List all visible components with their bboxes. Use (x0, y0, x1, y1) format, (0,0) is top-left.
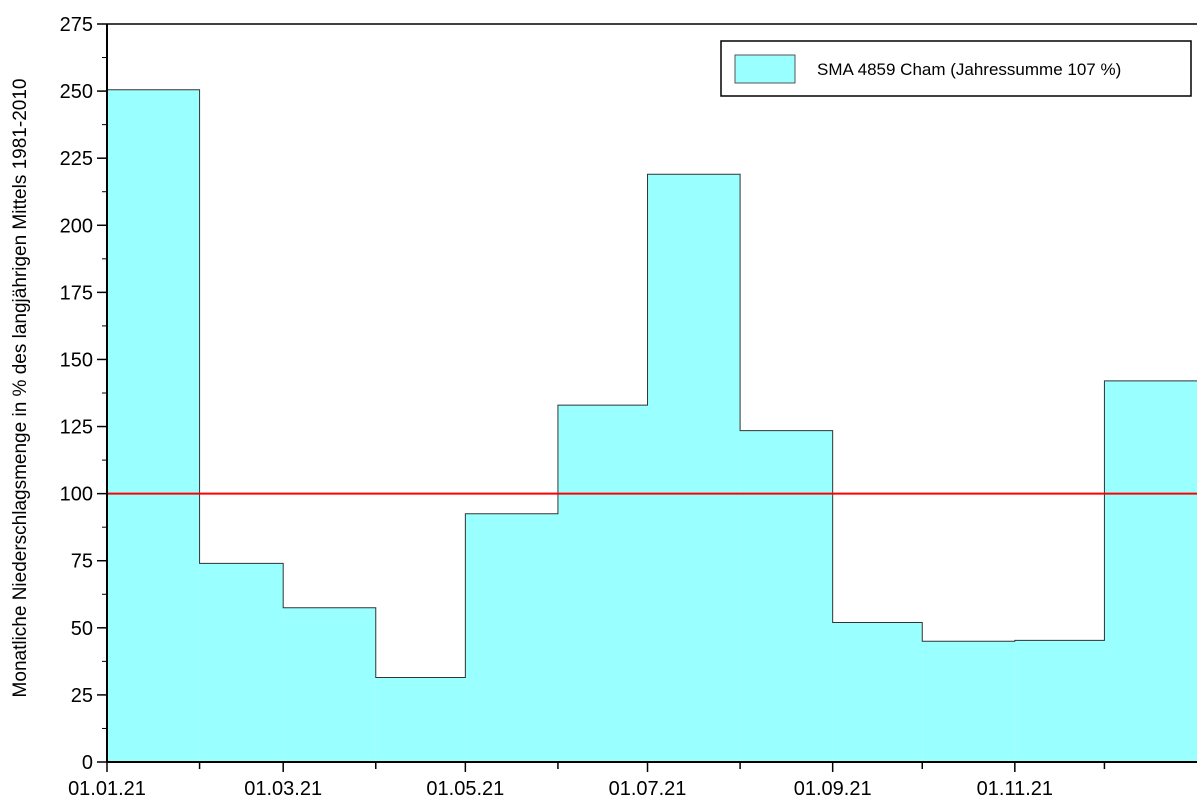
y-tick-label: 225 (60, 148, 93, 170)
bar-sep (832, 622, 923, 762)
x-tick-label: 01.09.21 (794, 778, 872, 800)
y-tick-label: 25 (71, 685, 93, 707)
x-tick-label: 01.05.21 (426, 778, 504, 800)
legend-label: SMA 4859 Cham (Jahressumme 107 %) (817, 60, 1121, 79)
y-tick-label: 0 (82, 752, 93, 774)
bar-apr (375, 677, 466, 762)
bar-mar (283, 607, 376, 762)
bar-may (465, 513, 558, 762)
bar-jun (557, 405, 648, 762)
y-tick-label: 150 (60, 349, 93, 371)
monthly-bars (106, 89, 1197, 763)
x-tick-label: 01.01.21 (68, 778, 146, 800)
y-axis-label: Monatliche Niederschlagsmenge in % des l… (10, 79, 31, 698)
y-tick-label: 175 (60, 282, 93, 304)
bar-dec (1104, 380, 1197, 762)
y-tick-label: 250 (60, 81, 93, 103)
bar-oct (922, 641, 1015, 762)
bar-jan (107, 89, 200, 763)
legend-box (720, 40, 1192, 97)
x-tick-label: 01.07.21 (609, 778, 687, 800)
y-tick-label: 100 (60, 484, 93, 506)
bar-jul (647, 174, 741, 762)
bar-aug (740, 430, 833, 762)
y-tick-label: 75 (71, 551, 93, 573)
step-outline (106, 89, 1197, 762)
x-axis-ticks: 01.01.21 01.03.21 01.05.21 01.07.21 01.09.21… (68, 762, 1106, 800)
y-tick-label: 275 (60, 14, 93, 36)
y-axis-ticks: 0 25 50 75 100 125 150 175 200 225 250 275 (60, 14, 107, 774)
x-tick-label: 01.03.21 (244, 778, 322, 800)
bar-nov (1014, 640, 1105, 762)
y-tick-label: 200 (60, 215, 93, 237)
bar-feb (199, 563, 284, 762)
legend: SMA 4859 Cham (Jahressumme 107 %) (720, 40, 1192, 97)
x-tick-label: 01.11.21 (977, 778, 1053, 800)
y-tick-label: 125 (60, 417, 93, 439)
y-tick-label: 50 (71, 618, 93, 640)
legend-swatch (734, 54, 796, 84)
